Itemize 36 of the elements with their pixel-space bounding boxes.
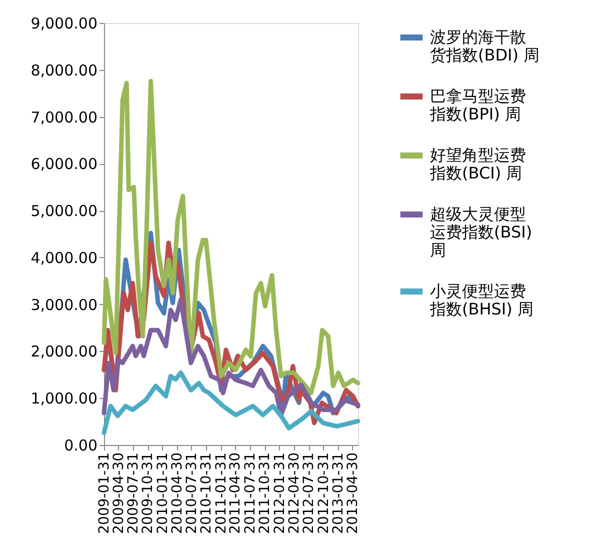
x-tick-label: 2010-07-31 bbox=[184, 452, 200, 534]
legend-label: 巴拿马型运费指数(BPI) 周 bbox=[429, 86, 526, 124]
x-tick-label: 2011-04-30 bbox=[228, 452, 244, 534]
x-tick-label: 2009-07-31 bbox=[126, 452, 142, 534]
y-tick-label: 9,000.00 bbox=[30, 14, 98, 32]
y-tick-label: 3,000.00 bbox=[30, 296, 98, 314]
x-tick-label: 2011-07-31 bbox=[242, 452, 258, 534]
x-tick-label: 2012-10-31 bbox=[316, 452, 332, 534]
y-tick-label: 2,000.00 bbox=[30, 342, 98, 361]
legend-label: 小灵便型运费指数(BHSI) 周 bbox=[429, 282, 534, 318]
x-tick-label: 2013-04-30 bbox=[344, 452, 361, 534]
x-tick-label: 2009-10-31 bbox=[140, 452, 156, 534]
y-tick-label: 6,000.00 bbox=[30, 155, 98, 174]
line-series bbox=[102, 78, 360, 396]
y-tick-label: 1,000.00 bbox=[30, 390, 98, 408]
legend-label: 波罗的海干散货指数(BDI) 周 bbox=[430, 28, 540, 64]
y-tick-label: 0.00 bbox=[64, 436, 98, 454]
x-tick-label: 2011-10-31 bbox=[257, 452, 274, 534]
legend-label: 好望角型运费指数(BCI) 周 bbox=[429, 146, 526, 182]
y-tick-label: 4,000.00 bbox=[30, 248, 98, 267]
x-tick-label: 2009-04-30 bbox=[110, 452, 127, 534]
x-tick-label: 2010-01-31 bbox=[154, 452, 171, 534]
x-tick-label: 2010-10-31 bbox=[198, 452, 215, 534]
x-tick-label: 2010-04-30 bbox=[169, 452, 186, 534]
x-tick-label: 2009-01-31 bbox=[96, 452, 112, 534]
y-tick-label: 8,000.00 bbox=[30, 61, 98, 80]
x-tick-label: 2012-07-31 bbox=[301, 452, 318, 534]
line-series bbox=[102, 297, 360, 418]
x-tick-label: 2012-04-30 bbox=[286, 452, 302, 534]
x-tick-label: 2013-01-31 bbox=[330, 452, 347, 534]
y-tick-label: 5,000.00 bbox=[30, 202, 98, 220]
y-tick-label: 7,000.00 bbox=[30, 108, 98, 126]
line-series bbox=[102, 370, 360, 436]
x-tick-label: 2011-01-31 bbox=[213, 452, 230, 534]
x-tick-label: 2012-01-31 bbox=[272, 452, 288, 534]
legend-label: 超级大灵便型运费指数(BSI) 周 bbox=[430, 204, 532, 260]
